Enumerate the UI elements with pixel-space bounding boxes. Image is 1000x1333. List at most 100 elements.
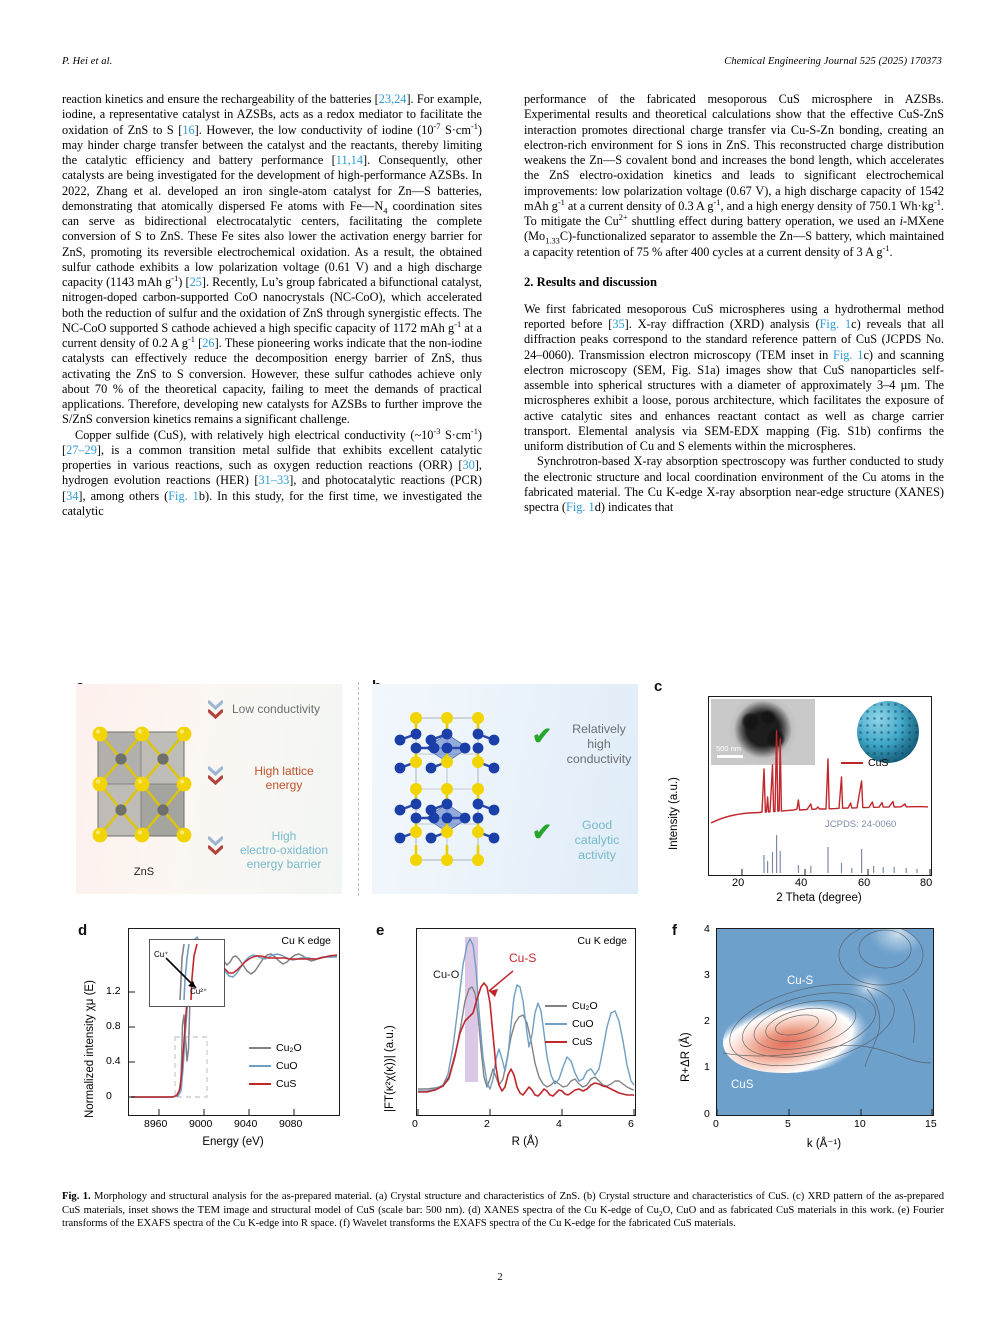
reference-link[interactable]: 23,24 <box>378 92 407 106</box>
running-head-journal: Chemical Engineering Journal 525 (2025) … <box>724 56 942 67</box>
panel-e-legend: Cu₂O CuO CuS <box>545 997 598 1051</box>
scale-bar <box>717 755 743 758</box>
legend-item: CuS <box>249 1075 302 1093</box>
legend-label-cu2o: Cu₂O <box>572 1000 598 1012</box>
jcpds-label: JCPDS: 24-0060 <box>825 819 897 830</box>
legend-swatch-cus <box>545 1041 567 1044</box>
panel-b-annotation-2: Good catalytic activity <box>574 818 620 862</box>
legend-swatch-cu2o <box>545 1005 567 1008</box>
figure-caption: Fig. 1. Morphology and structural analys… <box>62 1191 944 1230</box>
panel-e-xtick-2: 2 <box>484 1118 490 1130</box>
panel-e-xtick-0: 0 <box>412 1118 418 1130</box>
panel-e-xtick-6: 6 <box>628 1118 634 1130</box>
panel-f-xtick-15: 15 <box>925 1118 937 1130</box>
panel-c-xtick-20: 20 <box>732 877 745 889</box>
panel-c-label: c <box>654 678 663 695</box>
panel-d-plot-area: Cu K edge <box>128 928 340 1116</box>
section-heading: 2. Results and discussion <box>524 274 657 289</box>
panel-a: ZnS Low conductivity High lattice energy <box>76 684 342 894</box>
reference-link[interactable]: 35 <box>612 317 625 331</box>
legend-label-cus: CuS <box>572 1036 593 1048</box>
panel-f-ytick-0: 0 <box>704 1108 710 1120</box>
panel-f-y-axis-label: R+ΔR (Å) <box>680 1032 692 1082</box>
reference-link[interactable]: 31–33 <box>258 473 290 488</box>
panel-d-inset-label-cu2: Cu²⁺ <box>190 987 208 996</box>
panel-f: R+ΔR (Å) <box>670 922 946 1170</box>
panel-a-annotation-2: High lattice energy <box>254 764 314 792</box>
reference-link[interactable]: 25 <box>189 275 202 289</box>
panel-e-xtick-4: 4 <box>556 1118 562 1130</box>
reference-link[interactable]: 34 <box>66 488 79 503</box>
legend-swatch-cuo <box>249 1065 271 1068</box>
panel-a-annotation-1: Low conductivity <box>232 702 321 716</box>
right-column: performance of the fabricated mesoporous… <box>524 92 944 652</box>
double-chevron-icon <box>207 836 224 861</box>
double-chevron-icon <box>207 766 224 791</box>
legend-swatch-cus <box>841 762 863 765</box>
panel-f-x-axis-label: k (Å⁻¹) <box>806 1138 842 1150</box>
cus-crystal-structure <box>390 704 514 881</box>
reference-link[interactable]: 16 <box>182 122 195 137</box>
panel-e-plot-area: Cu K edge <box>416 928 636 1116</box>
panel-f-ytick-4: 4 <box>704 923 710 935</box>
running-head: P. Hei et al. Chemical Engineering Journ… <box>62 56 942 72</box>
body-columns: reaction kinetics and ensure the recharg… <box>62 92 944 652</box>
panel-e-x-axis-label: R (Å) <box>511 1136 539 1148</box>
paragraph: We first fabricated mesoporous CuS micro… <box>524 301 944 453</box>
figure-1: a <box>62 672 944 1182</box>
panel-d-xtick-9000: 9000 <box>189 1118 213 1130</box>
panel-b: ✔ Relatively high conductivity ✔ Good ca… <box>372 684 638 894</box>
panel-c-xtick-60: 60 <box>858 877 871 889</box>
xrd-pattern-svg <box>710 730 929 873</box>
panel-f-ytick-1: 1 <box>704 1061 710 1073</box>
panel-a-annotation-3: High electro-oxidation energy barrier <box>239 829 329 871</box>
panel-d-legend: Cu₂O CuO CuS <box>249 1039 302 1093</box>
panel-c-legend: CuS <box>841 757 888 769</box>
zns-lattice-svg <box>92 726 192 843</box>
paragraph: Copper sulfide (CuS), with relatively hi… <box>62 426 483 518</box>
figure-top-row: a <box>62 672 944 917</box>
panel-e-corner-note: Cu K edge <box>577 935 627 947</box>
panel-f-ytick-2: 2 <box>704 1015 710 1027</box>
panel-c-x-axis-label: 2 Theta (degree) <box>776 892 862 904</box>
reference-link[interactable]: Fig. 1 <box>566 500 595 514</box>
zns-crystal-structure <box>88 718 200 848</box>
reference-link[interactable]: Fig. 1 <box>833 347 864 362</box>
panel-f-annotation-cu-s: Cu-S <box>787 975 814 987</box>
reference-link[interactable]: 26 <box>202 336 215 350</box>
scale-bar-label: 500 nm <box>716 744 742 753</box>
panel-c: Intensity (a.u.) 500 nm <box>652 678 944 910</box>
paragraph: reaction kinetics and ensure the recharg… <box>62 92 483 427</box>
panel-c-y-axis-label: Intensity (a.u.) <box>668 777 680 850</box>
legend-swatch-cus <box>249 1083 271 1086</box>
left-column: reaction kinetics and ensure the recharg… <box>62 92 482 652</box>
panel-d-label: d <box>78 922 88 939</box>
zns-structure-caption: ZnS <box>133 866 155 878</box>
panel-d-x-axis-label: Energy (eV) <box>202 1136 264 1148</box>
legend-item: CuO <box>249 1057 302 1075</box>
reference-link[interactable]: 30 <box>462 458 475 472</box>
tem-image-inset: 500 nm <box>711 699 815 765</box>
reference-link[interactable]: Fig. 1 <box>819 317 852 331</box>
panel-e: |FT(κ²χ(κ))| (a.u.) Cu K edge <box>374 922 650 1170</box>
reference-link[interactable]: 27–29 <box>66 442 97 457</box>
panel-d-ytick-04: 0.4 <box>106 1055 121 1067</box>
reference-link[interactable]: Fig. 1 <box>168 488 199 503</box>
legend-item: CuO <box>545 1015 598 1033</box>
panel-b-annotation-1: Relatively high conductivity <box>566 722 632 766</box>
panel-c-xtick-40: 40 <box>795 877 808 889</box>
legend-label-cu2o: Cu₂O <box>276 1042 302 1054</box>
paragraph: Synchrotron-based X-ray absorption spect… <box>524 454 944 514</box>
panel-d-ytick-08: 0.8 <box>106 1020 121 1032</box>
reference-link[interactable]: 11,14 <box>335 153 363 167</box>
legend-label-cuo: CuO <box>572 1018 594 1030</box>
exafs-ft-svg <box>417 937 635 1115</box>
panel-d-ytick-0: 0 <box>106 1090 112 1102</box>
panel-d-ytick-12: 1.2 <box>106 985 121 997</box>
legend-swatch-cu2o <box>249 1047 271 1050</box>
legend-item: Cu₂O <box>545 997 598 1015</box>
page-number: 2 <box>497 1272 503 1283</box>
panel-d-inset-label-cu1: Cu⁺ <box>154 950 169 959</box>
legend-label-cuo: CuO <box>276 1060 298 1072</box>
